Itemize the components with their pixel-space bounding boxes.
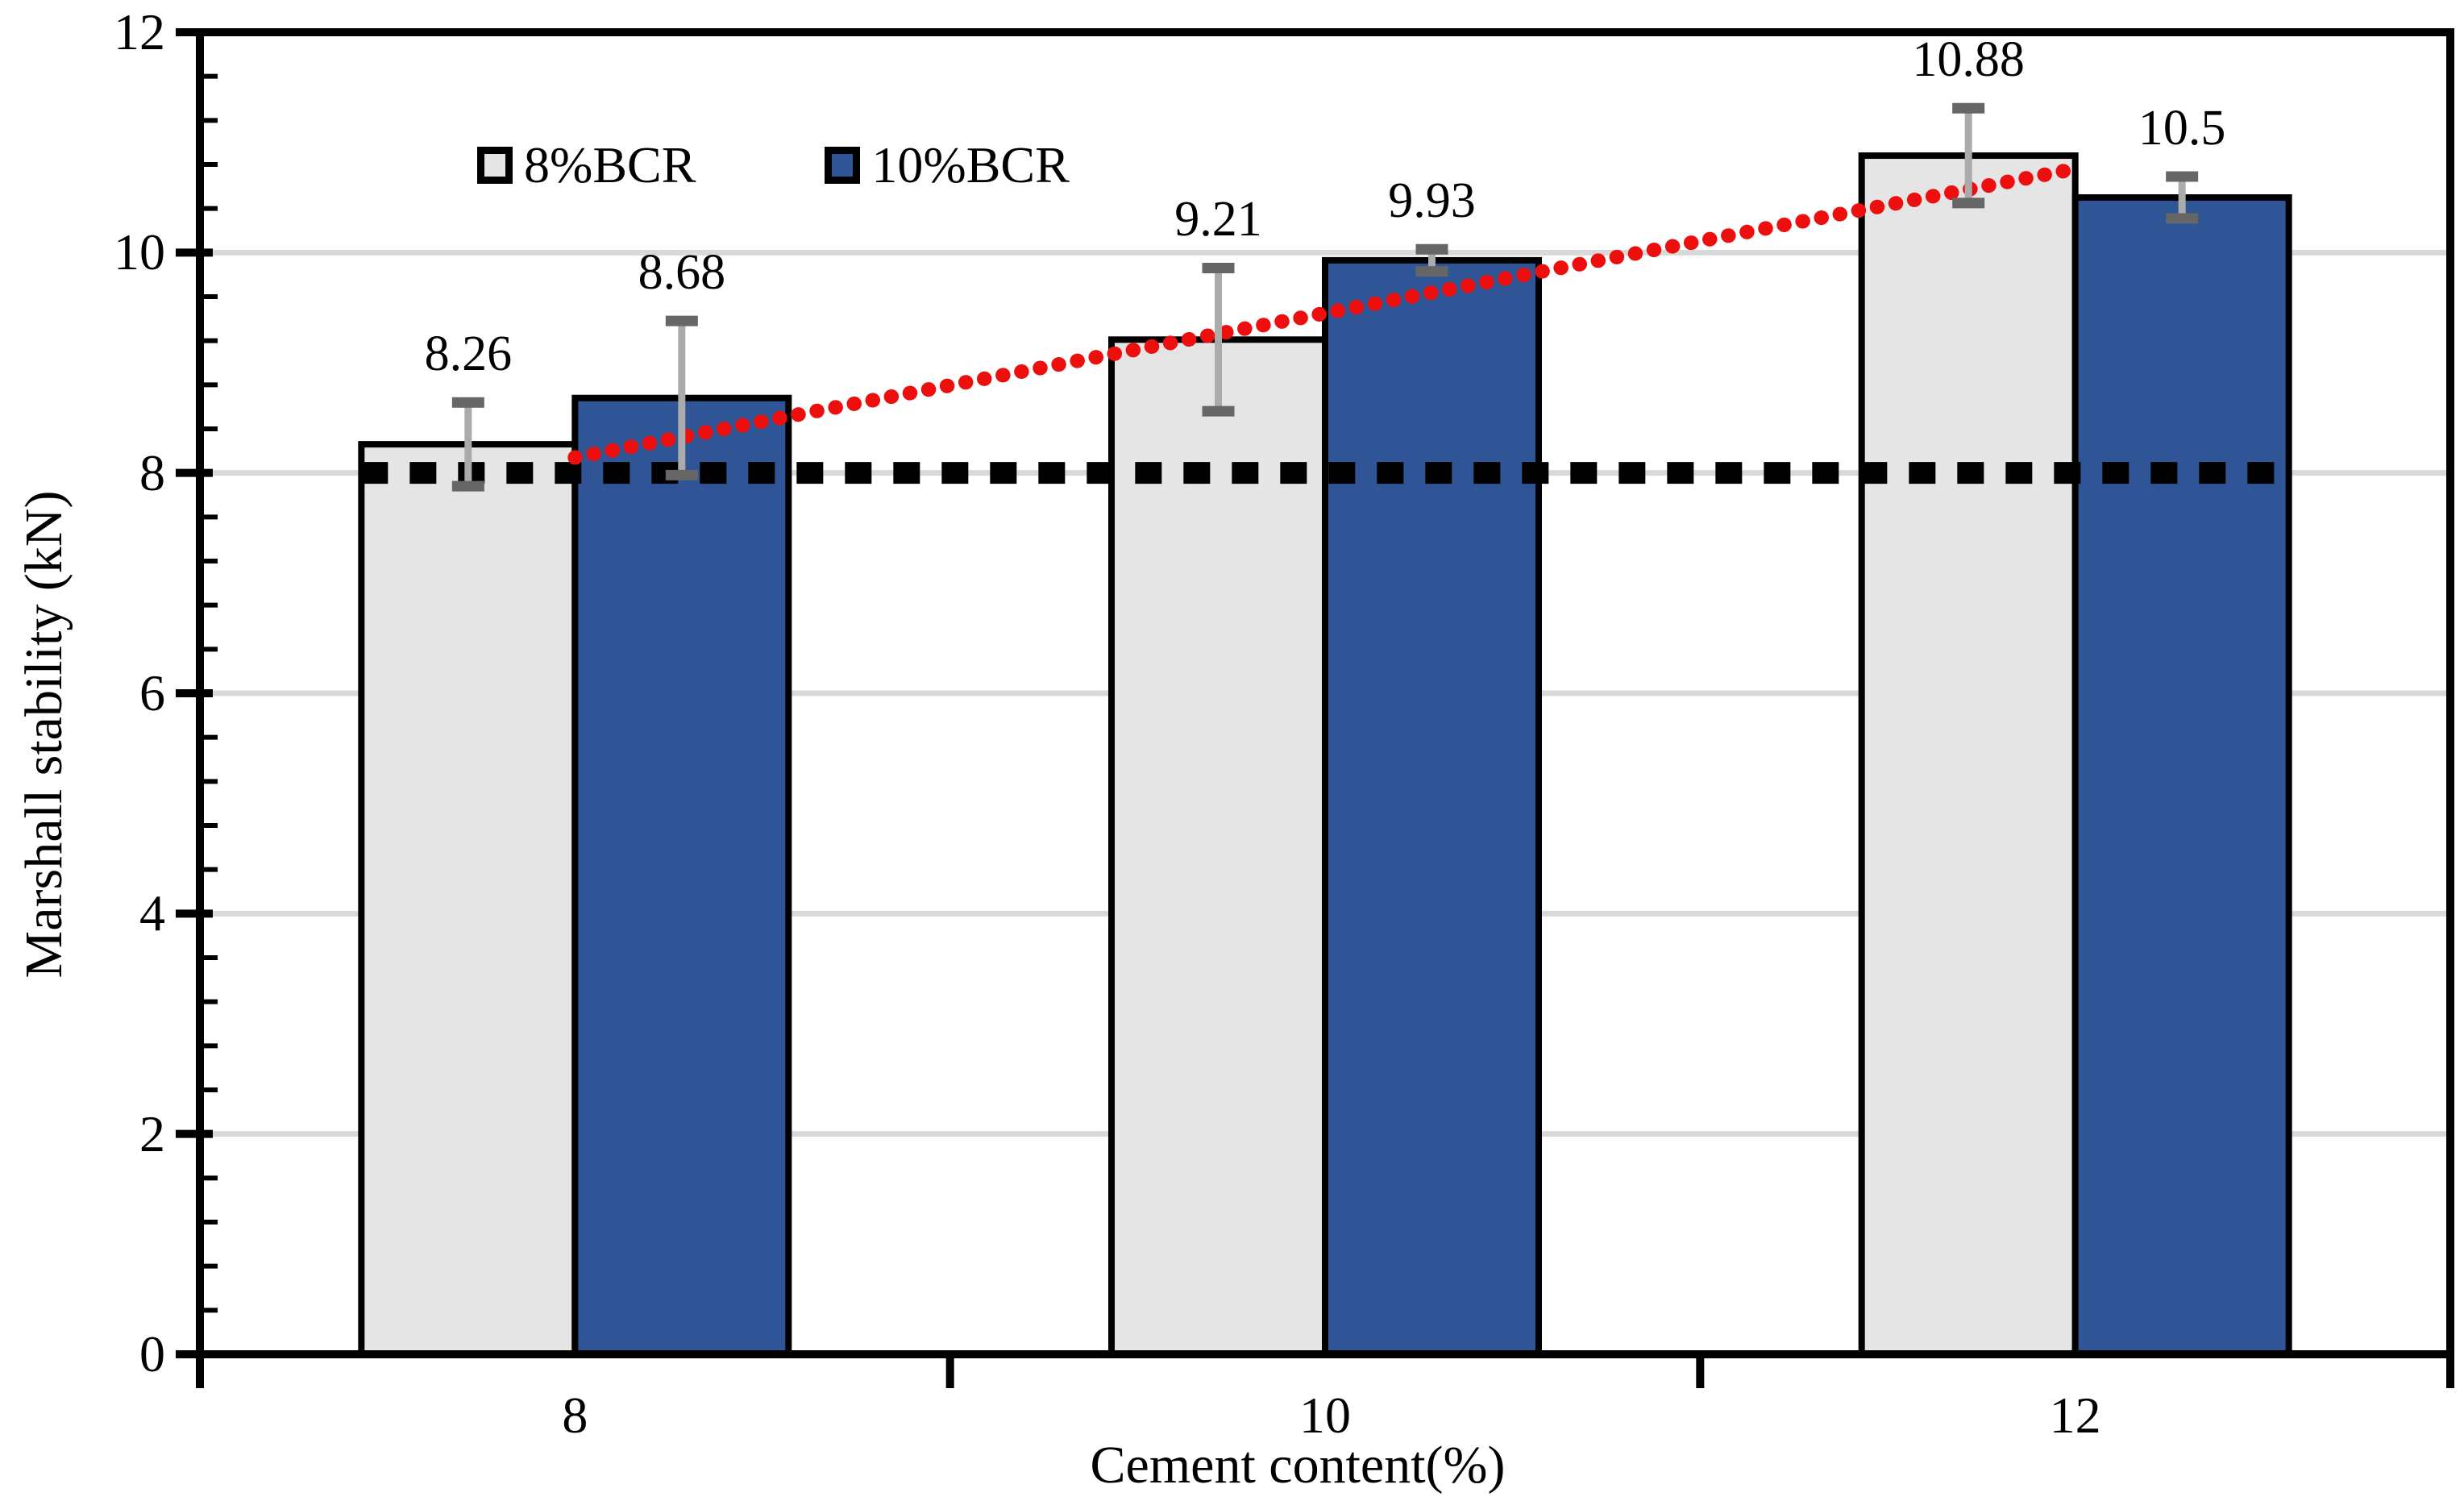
- data-label-10%BCR-10: 9.93: [1388, 173, 1476, 229]
- legend-label-8bcr: 8%BCR: [524, 136, 696, 193]
- data-label-10%BCR-12: 10.5: [2138, 101, 2226, 156]
- y-tick-label-6: 6: [139, 664, 165, 721]
- x-tick-label-12: 12: [2049, 1387, 2101, 1444]
- x-axis-title: Cement content(%): [1090, 1436, 1506, 1495]
- trendline: [567, 161, 2083, 465]
- legend-item-8bcr: 8%BCR: [477, 137, 696, 193]
- y-tick-label-12: 12: [114, 3, 165, 60]
- bar-8%BCR-10: [1108, 336, 1328, 1358]
- legend-item-10bcr: 10%BCR: [825, 136, 1070, 193]
- x-tick-label-8: 8: [562, 1387, 588, 1444]
- data-label-8%BCR-12: 10.88: [1912, 32, 2025, 88]
- y-tick-label-10: 10: [114, 223, 165, 281]
- data-label-10%BCR-8: 8.68: [638, 245, 726, 301]
- data-label-8%BCR-8: 8.26: [424, 326, 513, 382]
- y-tick-label-8: 8: [139, 443, 165, 501]
- bar-10%BCR-12: [2071, 194, 2292, 1358]
- y-tick-label-2: 2: [139, 1104, 165, 1162]
- legend: 8%BCR 10%BCR: [477, 137, 1070, 193]
- legend-swatch-8bcr: [477, 147, 513, 184]
- y-tick-label-4: 4: [139, 884, 165, 942]
- bar-10%BCR-8: [571, 394, 792, 1358]
- bar-8%BCR-12: [1858, 152, 2079, 1358]
- data-label-8%BCR-10: 9.21: [1174, 192, 1262, 247]
- legend-label-10bcr: 10%BCR: [871, 136, 1070, 193]
- bar-8%BCR-8: [358, 441, 579, 1358]
- y-axis-title: Marshall stability (kN): [15, 490, 73, 979]
- legend-swatch-10bcr: [825, 147, 861, 184]
- bar-10%BCR-10: [1322, 256, 1542, 1358]
- y-tick-label-0: 0: [139, 1325, 165, 1382]
- x-tick-label-10: 10: [1299, 1387, 1351, 1444]
